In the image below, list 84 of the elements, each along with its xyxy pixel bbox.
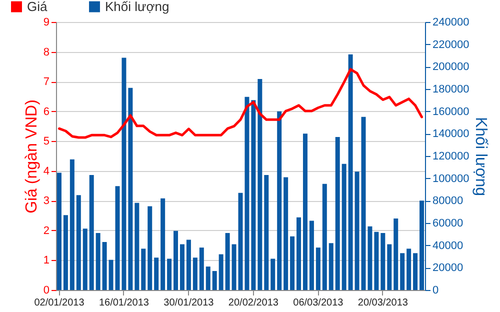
y-tick-label: 7 bbox=[43, 76, 50, 88]
bar bbox=[186, 240, 191, 290]
bar bbox=[232, 244, 236, 290]
bar bbox=[354, 172, 360, 290]
bar bbox=[218, 254, 224, 290]
bar bbox=[290, 236, 295, 290]
y-tick-label: 2 bbox=[43, 224, 50, 237]
bar bbox=[258, 78, 262, 290]
bar bbox=[270, 258, 276, 290]
bar bbox=[225, 233, 230, 290]
bar bbox=[89, 174, 94, 290]
y-tick-label: 4 bbox=[43, 165, 50, 178]
bar bbox=[76, 195, 81, 290]
y-tick-label: 9 bbox=[43, 16, 50, 28]
x-tick-label: 30/01/2013 bbox=[164, 298, 214, 308]
bar bbox=[154, 258, 159, 290]
x-tick-label: 20/03/2013 bbox=[358, 298, 408, 308]
bar bbox=[199, 248, 204, 290]
y-tick-label: 5 bbox=[43, 136, 50, 148]
bar bbox=[148, 206, 152, 290]
y2-tick-label: 220000 bbox=[432, 38, 470, 51]
x-tick-label: 20/02/2013 bbox=[228, 298, 279, 308]
bar bbox=[264, 174, 269, 290]
bar bbox=[134, 202, 140, 290]
y-tick-label: 8 bbox=[43, 46, 50, 58]
bar bbox=[82, 228, 88, 290]
bar bbox=[387, 244, 392, 290]
bar bbox=[309, 220, 314, 290]
y-tick-label: 0 bbox=[43, 284, 50, 296]
line-series bbox=[58, 68, 424, 139]
bar bbox=[277, 111, 282, 290]
bar bbox=[316, 248, 320, 290]
bar bbox=[413, 253, 418, 290]
bar bbox=[348, 54, 353, 290]
legend-label: Giá bbox=[27, 0, 48, 14]
y-tick-label: 6 bbox=[43, 106, 50, 118]
y-tick-label: 3 bbox=[43, 195, 50, 208]
legend-label: Khối lượng bbox=[105, 0, 170, 14]
bar bbox=[212, 271, 217, 290]
y2-tick-label: 20000 bbox=[432, 262, 464, 274]
bar bbox=[251, 100, 256, 290]
y2-tick-label: 120000 bbox=[432, 150, 470, 162]
bar bbox=[328, 243, 334, 290]
y-axis-title: Giá (ngàn VND) bbox=[23, 100, 40, 214]
bar bbox=[108, 260, 114, 290]
bar bbox=[70, 159, 74, 290]
bar bbox=[96, 233, 100, 290]
bar bbox=[192, 258, 198, 290]
x-tick-label: 16/01/2013 bbox=[98, 298, 150, 308]
x-tick-label: 02/01/2013 bbox=[34, 298, 85, 308]
bar bbox=[180, 244, 184, 290]
x-tick-label: 06/03/2013 bbox=[293, 298, 344, 308]
y2-tick-label: 140000 bbox=[432, 128, 470, 140]
bar bbox=[400, 253, 405, 290]
bar bbox=[128, 88, 133, 290]
bar bbox=[380, 233, 386, 290]
bar bbox=[141, 248, 146, 290]
y-tick-label: 1 bbox=[43, 254, 50, 267]
y2-axis-title: Khối lượng bbox=[472, 116, 490, 196]
y2-tick-label: 200000 bbox=[432, 61, 470, 74]
y2-tick-label: 100000 bbox=[432, 172, 470, 185]
bar bbox=[160, 198, 166, 290]
y2-tick-label: 60000 bbox=[432, 218, 464, 230]
bar bbox=[374, 232, 379, 290]
bar bbox=[394, 218, 398, 290]
bar bbox=[167, 258, 172, 290]
bar bbox=[206, 266, 210, 290]
bar bbox=[63, 215, 68, 290]
bar bbox=[284, 177, 288, 290]
y2-tick-label: 0 bbox=[432, 284, 439, 296]
y2-tick-label: 160000 bbox=[432, 106, 470, 118]
bar bbox=[56, 172, 62, 290]
bar bbox=[302, 134, 308, 290]
y2-tick-label: 80000 bbox=[432, 195, 464, 208]
bar bbox=[406, 248, 412, 290]
y2-tick-label: 240000 bbox=[432, 16, 470, 28]
y2-tick-label: 180000 bbox=[432, 84, 470, 96]
bar bbox=[174, 230, 178, 290]
bar bbox=[342, 164, 346, 290]
bar bbox=[102, 242, 107, 290]
bar bbox=[335, 137, 340, 290]
bar bbox=[322, 184, 327, 290]
y2-tick-label: 40000 bbox=[432, 240, 464, 252]
bar bbox=[296, 217, 302, 290]
